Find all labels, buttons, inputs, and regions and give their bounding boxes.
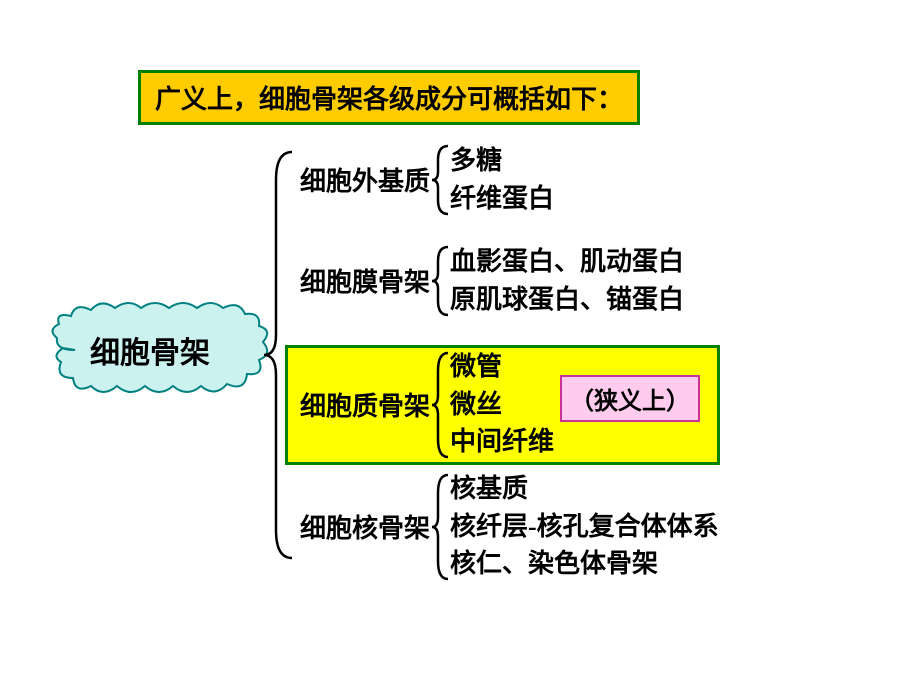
sub-item: 核基质 [450, 470, 719, 508]
group-extracellular: 细胞外基质 多糖 纤维蛋白 [300, 142, 554, 217]
sub-items: 核基质 核纤层-核孔复合体体系 核仁、染色体骨架 [450, 470, 719, 583]
group-label: 细胞核骨架 [300, 508, 430, 545]
sub-brace-icon [430, 351, 450, 459]
sub-items: 微管 微丝 中间纤维 [450, 348, 554, 461]
title-text: 广义上，细胞骨架各级成分可概括如下： [155, 85, 623, 114]
title-banner: 广义上，细胞骨架各级成分可概括如下： [138, 70, 640, 125]
group-cytoplasm: 细胞质骨架 微管 微丝 中间纤维 [300, 348, 554, 461]
sub-brace-icon [430, 473, 450, 581]
sub-item: 核纤层-核孔复合体体系 [450, 508, 719, 546]
root-label: 细胞骨架 [90, 328, 210, 372]
sub-items: 血影蛋白、肌动蛋白 原肌球蛋白、锚蛋白 [450, 243, 684, 318]
sub-brace-icon [430, 245, 450, 317]
sub-item: 微丝 [450, 386, 554, 424]
sub-items: 多糖 纤维蛋白 [450, 142, 554, 217]
sub-item: 核仁、染色体骨架 [450, 545, 719, 583]
sub-item: 中间纤维 [450, 423, 554, 461]
narrow-sense-text: （狭义上） [570, 389, 690, 415]
group-label: 细胞质骨架 [300, 386, 430, 423]
sub-item: 纤维蛋白 [450, 180, 554, 218]
sub-item: 原肌球蛋白、锚蛋白 [450, 281, 684, 319]
group-membrane: 细胞膜骨架 血影蛋白、肌动蛋白 原肌球蛋白、锚蛋白 [300, 243, 684, 318]
group-label: 细胞膜骨架 [300, 262, 430, 299]
sub-item: 微管 [450, 348, 554, 386]
narrow-sense-box: （狭义上） [560, 375, 700, 422]
sub-item: 多糖 [450, 142, 554, 180]
sub-brace-icon [430, 144, 450, 216]
group-nucleus: 细胞核骨架 核基质 核纤层-核孔复合体体系 核仁、染色体骨架 [300, 470, 719, 583]
sub-item: 血影蛋白、肌动蛋白 [450, 243, 684, 281]
group-label: 细胞外基质 [300, 161, 430, 198]
